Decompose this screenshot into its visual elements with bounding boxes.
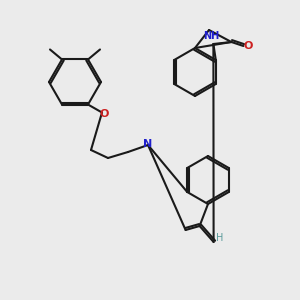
Text: N: N <box>143 139 153 149</box>
Text: NH: NH <box>203 31 219 41</box>
Text: H: H <box>216 233 223 243</box>
Text: O: O <box>99 109 109 118</box>
Text: O: O <box>244 41 253 51</box>
